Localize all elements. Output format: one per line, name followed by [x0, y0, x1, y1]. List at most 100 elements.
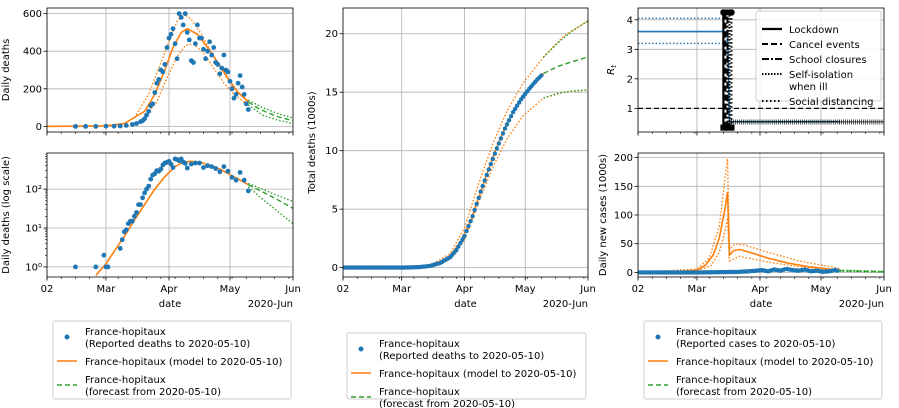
rt-legend-label: School closures	[789, 55, 867, 66]
x-tick-label: Apr	[751, 284, 769, 295]
forecast-lower-band	[543, 89, 588, 99]
y-axis-label: Daily deaths	[1, 39, 12, 102]
reported-point	[193, 160, 198, 166]
reported-point	[191, 60, 196, 65]
x-axis-label: date	[750, 299, 773, 310]
reported-point	[235, 80, 241, 86]
reported-point	[93, 124, 99, 129]
rt-marker: +	[767, 118, 774, 127]
x-tick-label: May	[220, 284, 241, 295]
rt-marker: +	[744, 118, 751, 127]
forecast-upper-band	[248, 182, 293, 203]
x-tick-label: 02	[337, 284, 350, 295]
y-tick-label: 600	[23, 9, 42, 20]
y-tick-label: 1	[627, 104, 633, 115]
axes-frame-daily-deaths-log	[46, 152, 294, 278]
rt-marker: +	[785, 118, 792, 127]
y-axis-label: Total deaths (1000s)	[307, 91, 318, 194]
reported-point	[502, 126, 508, 131]
x-tick-label: Mar	[688, 284, 708, 295]
y-tick-label: 4	[627, 15, 633, 26]
reported-point	[209, 164, 215, 170]
reported-point	[209, 52, 215, 58]
reported-point	[83, 124, 88, 129]
model-upper-band	[638, 158, 840, 274]
reported-point	[73, 264, 78, 270]
reported-point	[508, 114, 514, 119]
reported-point	[182, 11, 188, 16]
intervention-cap-bottom	[726, 124, 733, 131]
y-tick-label: 200	[614, 153, 633, 164]
rt-forecast-marker: +	[879, 118, 886, 127]
reported-point	[458, 240, 463, 246]
rt-line	[638, 30, 840, 123]
legend-reported-label: (Reported deaths to 2020-05-10)	[85, 339, 250, 350]
rt-forecast-marker: +	[881, 118, 888, 127]
rt-forecast-marker: +	[875, 118, 882, 127]
legend-deaths_middle: France-hopitaux(Reported deaths to 2020-…	[346, 332, 587, 408]
reported-point	[142, 190, 148, 196]
legend-reported-label: France-hopitaux	[85, 327, 166, 338]
reported-point	[480, 183, 485, 189]
reported-point	[484, 172, 489, 178]
reported-point	[146, 108, 152, 114]
rt-marker: +	[783, 118, 790, 127]
x-tick-label: Apr	[160, 284, 178, 295]
reported-point	[105, 264, 111, 270]
reported-point	[184, 30, 190, 35]
rt-marker: +	[801, 118, 808, 127]
rt-forecast-marker: +	[846, 118, 853, 127]
rt-marker: +	[746, 118, 753, 127]
reported-point	[201, 46, 206, 52]
rt-marker: +	[805, 118, 812, 127]
reported-point	[225, 69, 231, 75]
model-line	[343, 72, 545, 269]
intervention-cap-top	[726, 9, 733, 16]
reported-point	[466, 223, 471, 229]
plot-area-daily-deaths	[47, 8, 293, 132]
reported-point	[130, 122, 135, 127]
reported-point	[504, 122, 510, 127]
reported-point	[454, 247, 459, 253]
forecast-line	[247, 101, 293, 122]
reported-point	[500, 131, 506, 136]
x-tick-label: May	[811, 284, 832, 295]
reported-point	[498, 136, 504, 141]
rt-marker: +	[832, 118, 839, 127]
reported-point	[101, 252, 107, 258]
reported-point	[111, 123, 117, 129]
reported-point	[474, 201, 479, 207]
y-axis-label-main: R	[606, 68, 617, 75]
rt-marker: +	[738, 118, 745, 127]
reported-point	[156, 77, 162, 82]
reported-point	[117, 246, 123, 251]
reported-point	[231, 95, 237, 101]
reported-point	[476, 195, 481, 200]
y-tick-label: 400	[23, 47, 42, 58]
reported-point	[460, 237, 465, 242]
plot-area-daily-deaths-log	[47, 153, 293, 277]
reported-point	[199, 35, 204, 41]
rt-marker: +	[807, 118, 814, 127]
reported-point	[123, 227, 129, 233]
reported-point	[172, 41, 178, 47]
reported-point	[478, 189, 483, 194]
rt-marker: +	[742, 118, 749, 127]
rt-marker: +	[775, 118, 782, 127]
reported-point	[470, 214, 475, 219]
reported-point	[162, 62, 168, 67]
x-tick-label: Apr	[456, 284, 474, 295]
reported-point	[168, 31, 174, 37]
legend-reported-label: (Reported deaths to 2020-05-10)	[379, 351, 544, 362]
reported-point	[180, 22, 186, 28]
reported-point	[237, 170, 243, 175]
plot-area-total-deaths	[343, 8, 588, 277]
reported-point	[130, 218, 135, 224]
reported-point	[205, 163, 211, 169]
rt-marker: +	[726, 118, 733, 127]
reported-point	[174, 56, 180, 62]
rt-marker: +	[777, 118, 784, 127]
rt-marker: +	[836, 118, 843, 127]
legend-model-label: France-hopitaux (model to 2020-05-10)	[379, 369, 576, 380]
model-lower-band	[638, 217, 840, 274]
